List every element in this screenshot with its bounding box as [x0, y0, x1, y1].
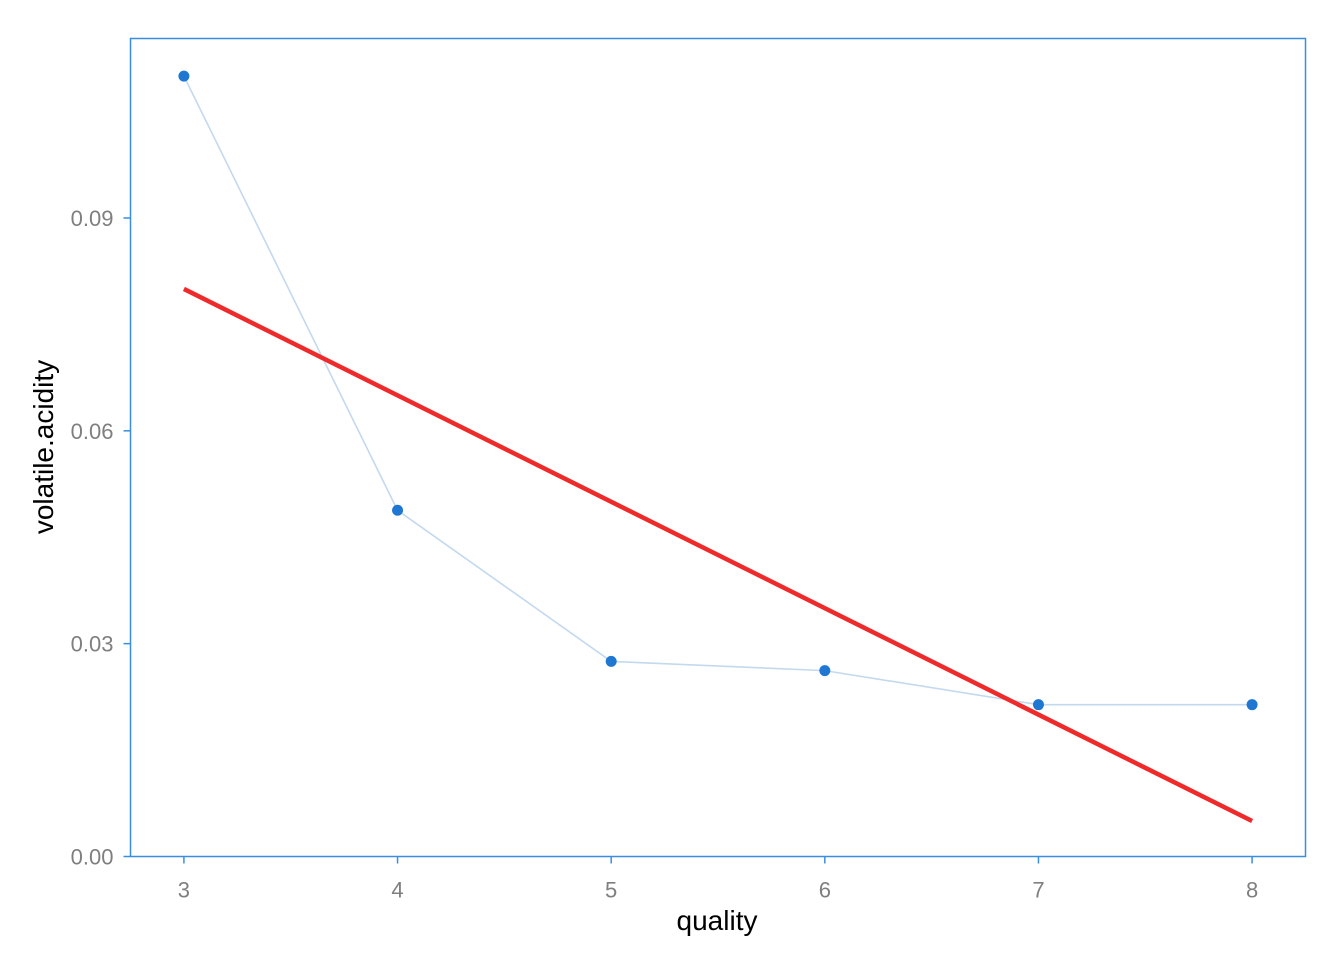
data-point	[605, 655, 617, 667]
y-tick-label: 0.03	[71, 632, 114, 657]
data-point	[819, 665, 831, 677]
x-tick-label: 6	[819, 878, 831, 903]
mean-line	[183, 75, 1253, 706]
data-point	[392, 504, 404, 516]
x-tick-label: 4	[391, 878, 403, 903]
y-tick-label: 0.00	[71, 845, 114, 870]
data-point	[1032, 699, 1044, 711]
x-tick-label: 3	[178, 878, 190, 903]
y-axis: 0.00 0.03 0.06 0.09	[71, 206, 131, 870]
regression-line	[182, 286, 1254, 824]
x-tick-label: 7	[1032, 878, 1044, 903]
y-tick-label: 0.06	[71, 419, 114, 444]
y-axis-title: volatile.acidity	[28, 360, 59, 534]
plot-frame	[129, 37, 1307, 858]
data-point	[178, 70, 190, 82]
x-axis-title: quality	[677, 905, 758, 936]
x-axis: 3 4 5 6 7 8	[178, 856, 1258, 903]
x-tick-label: 5	[605, 878, 617, 903]
y-tick-label: 0.09	[71, 206, 114, 231]
series-layer	[178, 70, 1258, 824]
data-point	[1246, 699, 1258, 711]
x-tick-label: 8	[1246, 878, 1258, 903]
